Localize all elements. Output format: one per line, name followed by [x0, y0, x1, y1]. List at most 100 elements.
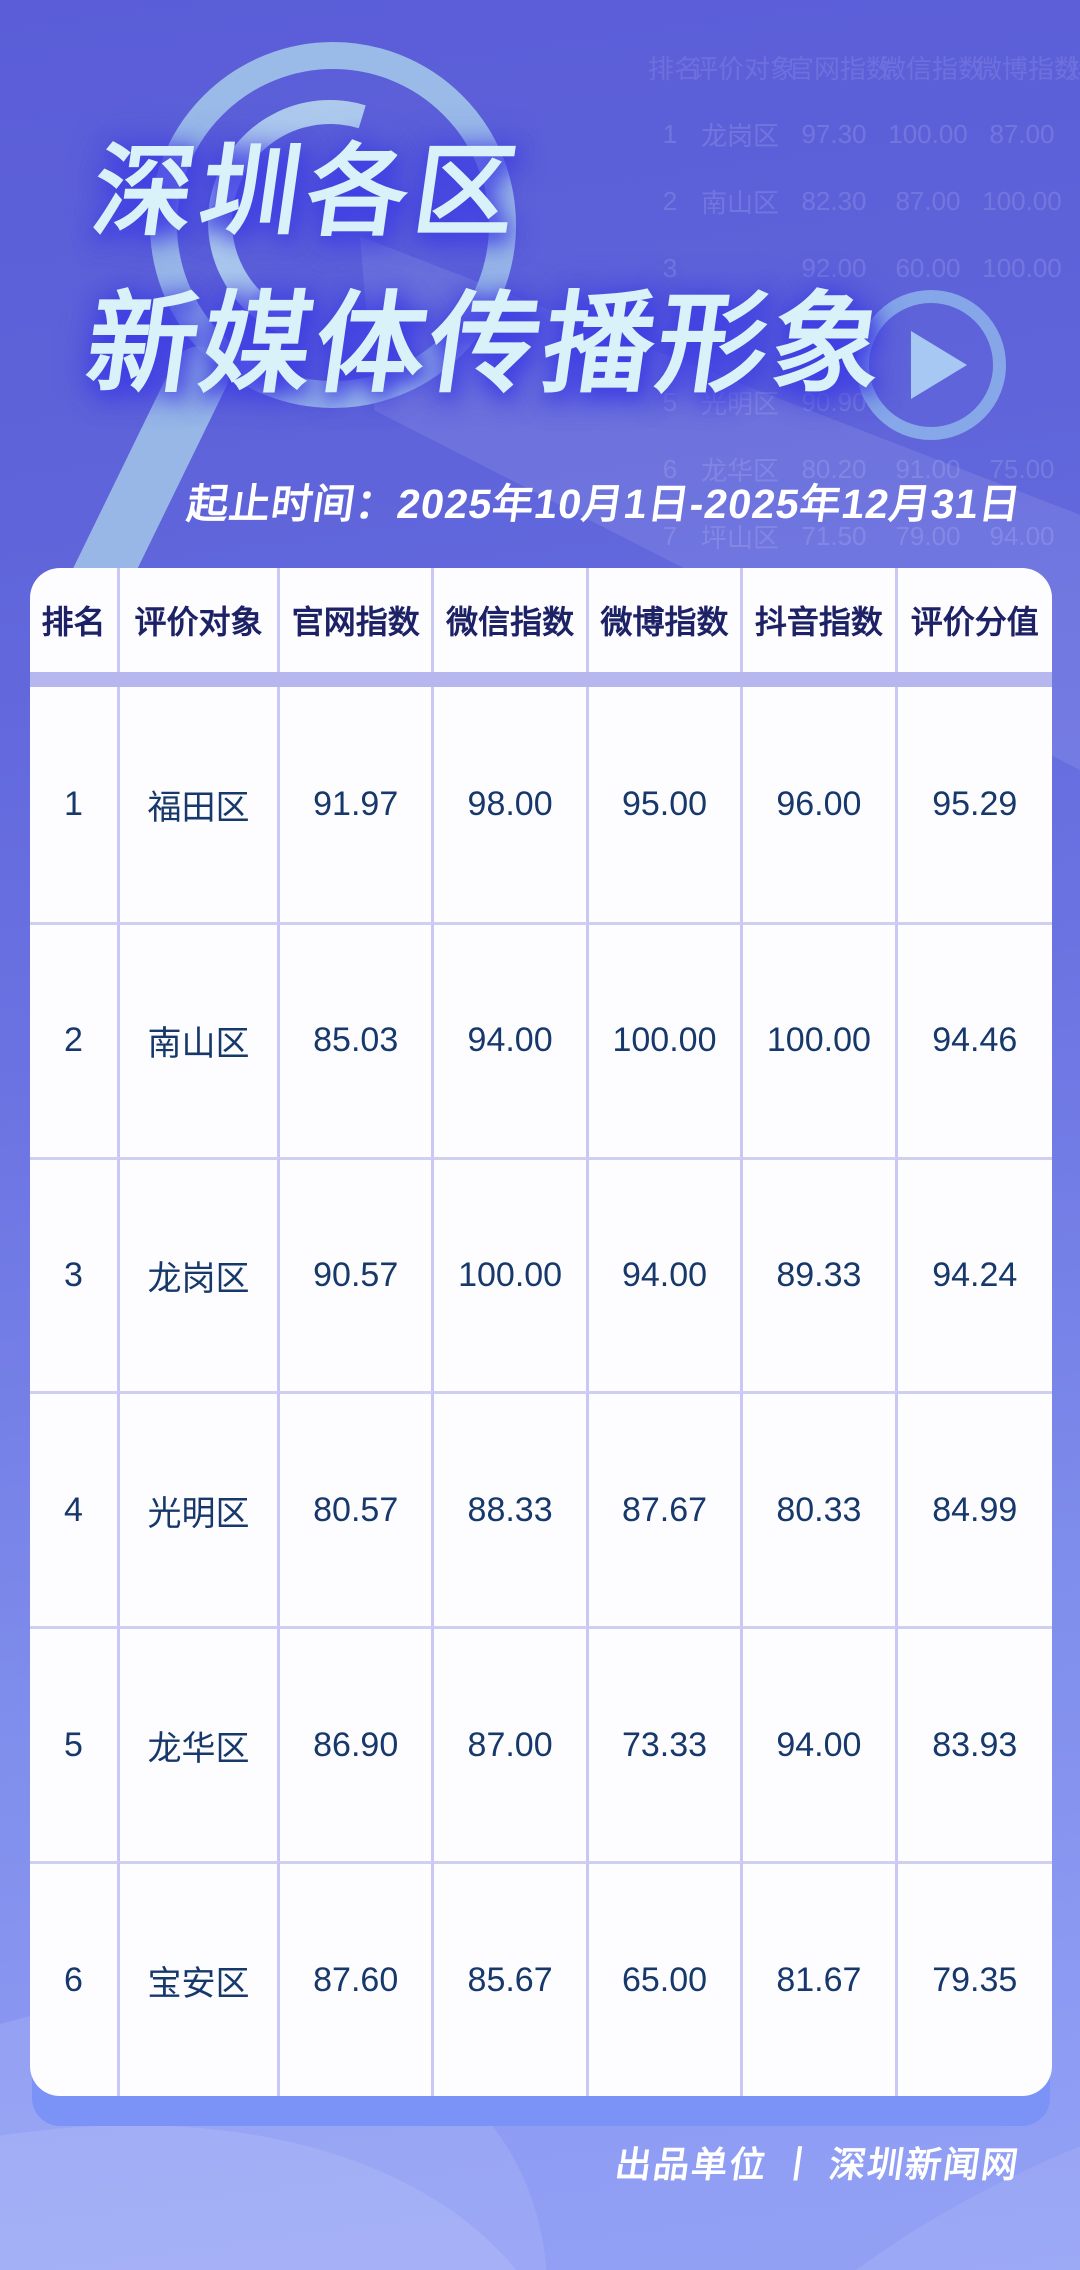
- value-cell: 90.57: [280, 1156, 435, 1392]
- value-cell: 87.00: [434, 1626, 589, 1862]
- value-cell: 73.33: [588, 1626, 744, 1862]
- value-cell: 100.00: [743, 921, 898, 1157]
- watermark-cell: 坪山区: [700, 523, 779, 553]
- watermark-cell: 90.90: [801, 387, 867, 417]
- watermark-cell: 光明区: [700, 389, 779, 419]
- score-cell: 84.99: [897, 1391, 1052, 1626]
- district-cell: 福田区: [120, 687, 280, 922]
- value-cell: 80.57: [280, 1391, 435, 1627]
- rank-cell: 4: [30, 1391, 120, 1627]
- value-cell: 94.00: [743, 1626, 898, 1862]
- watermark-cell: 2: [662, 186, 678, 216]
- col-header-website-index: 官网指数: [280, 568, 435, 672]
- watermark-cell: 微博指数: [976, 54, 1080, 84]
- value-cell: 89.33: [743, 1156, 898, 1392]
- col-header-douyin-index: 抖音指数: [743, 568, 898, 672]
- value-cell: 100.00: [588, 921, 744, 1157]
- value-cell: 94.00: [588, 1156, 744, 1392]
- score-cell: 79.35: [897, 1861, 1052, 2096]
- district-cell: 龙岗区: [120, 1156, 280, 1392]
- rank-cell: 3: [30, 1156, 120, 1392]
- watermark-cell: 97.30: [801, 119, 867, 149]
- value-cell: 91.97: [280, 687, 435, 922]
- watermark-cell: 91.00: [1068, 119, 1080, 150]
- value-cell: 88.33: [434, 1391, 589, 1627]
- watermark-cell: 7: [662, 521, 678, 551]
- watermark-cell: 官网指数: [788, 54, 893, 84]
- watermark-cell: 82.30: [801, 186, 867, 216]
- score-cell: 94.46: [897, 921, 1052, 1157]
- title-line2: 新媒体传播形象: [79, 283, 895, 406]
- watermark-cell: 75.00: [989, 454, 1055, 484]
- value-cell: 100.00: [434, 1156, 589, 1392]
- watermark-cell: 3: [662, 253, 678, 283]
- watermark-cell: 南山区: [700, 188, 779, 218]
- watermark-cell: 97.00: [1068, 454, 1080, 485]
- value-cell: 86.90: [280, 1626, 435, 1862]
- watermark-cell: 评价对象: [692, 54, 797, 84]
- watermark-cell: 微信指数: [880, 54, 985, 84]
- col-header-score: 评价分值: [910, 604, 1039, 640]
- value-cell: 85.03: [280, 921, 435, 1157]
- ranking-table: 排名 评价对象 官网指数 微信指数 微博指数 抖音指数 评价分值 1 福田区 9…: [30, 568, 1052, 2096]
- watermark-cell: 94.00: [989, 521, 1055, 551]
- rank-cell: 2: [30, 921, 120, 1157]
- value-cell: 65.00: [588, 1861, 744, 2096]
- watermark-cell: 79.00: [895, 521, 961, 551]
- district-cell: 光明区: [120, 1391, 280, 1627]
- value-cell: 96.00: [743, 687, 898, 922]
- col-header-wechat-index: 微信指数: [434, 568, 589, 672]
- score-cell: 94.24: [897, 1156, 1052, 1392]
- watermark-cell: 70.00: [1068, 186, 1080, 217]
- watermark-cell: 龙岗区: [700, 121, 779, 151]
- header-divider-band: [30, 672, 1052, 687]
- district-cell: 龙华区: [120, 1626, 280, 1862]
- watermark-cell: 100.00: [888, 119, 968, 149]
- col-header-rank: 排名: [30, 568, 120, 672]
- watermark-cell: 80.20: [801, 454, 867, 484]
- watermark-cell: 79.00: [1068, 387, 1080, 418]
- producer-credit: 出品单位 丨 深圳新闻网: [612, 2144, 1023, 2185]
- watermark-cell: 5: [662, 387, 678, 417]
- watermark-cell: 87.00: [989, 119, 1055, 149]
- play-triangle-icon: [911, 331, 967, 399]
- watermark-cell: 100.00: [982, 186, 1062, 216]
- watermark-cell: 6: [662, 454, 678, 484]
- district-cell: 南山区: [120, 921, 280, 1157]
- watermark-cell: 龙华区: [700, 456, 779, 486]
- col-header-target: 评价对象: [120, 568, 280, 672]
- value-cell: 95.00: [589, 687, 744, 922]
- rank-cell: 1: [30, 687, 120, 922]
- watermark-cell: 92.00: [801, 253, 867, 283]
- watermark-cell: 91.00: [895, 454, 961, 484]
- watermark-cell: 抖音指数: [1068, 49, 1080, 86]
- score-cell: 83.93: [897, 1626, 1052, 1861]
- value-cell: 81.67: [743, 1861, 898, 2096]
- value-cell: 98.00: [434, 687, 589, 922]
- col-header-weibo-index: 微博指数: [589, 568, 744, 672]
- value-cell: 85.67: [434, 1861, 589, 2096]
- watermark-cell: 60.00: [895, 253, 961, 283]
- rank-cell: 5: [30, 1626, 120, 1862]
- watermark-cell: 71.50: [801, 521, 867, 551]
- value-cell: 80.33: [743, 1391, 898, 1627]
- title-line1: 深圳各区: [86, 136, 530, 248]
- watermark-cell: 83.00: [1068, 320, 1080, 351]
- value-cell: 94.00: [434, 921, 589, 1157]
- rank-cell: 6: [30, 1861, 120, 2096]
- value-cell: 87.67: [588, 1391, 744, 1627]
- watermark-cell: 1: [662, 119, 678, 149]
- watermark-cell: 排名: [648, 54, 701, 84]
- district-cell: 宝安区: [120, 1861, 280, 2096]
- watermark-cell: 100.00: [982, 253, 1062, 283]
- table-card: 排名 评价对象 官网指数 微信指数 微博指数 抖音指数 评价分值 1 福田区 9…: [30, 568, 1052, 2096]
- date-range: 起止时间：2025年10月1日-2025年12月31日: [184, 481, 1025, 527]
